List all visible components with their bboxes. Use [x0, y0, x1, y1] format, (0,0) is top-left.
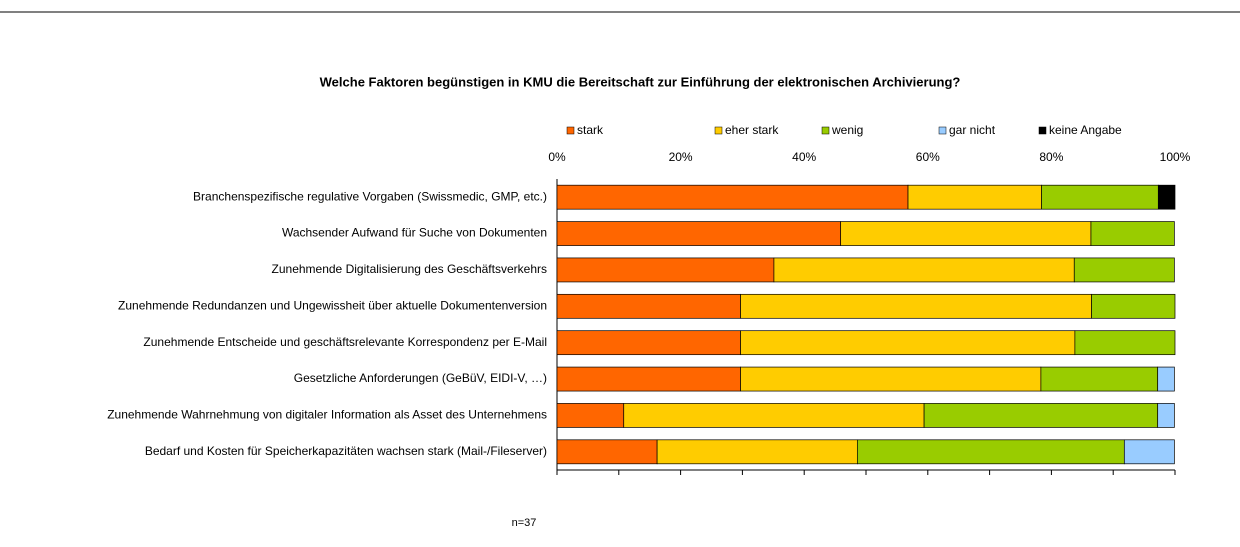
x-tick-label: 40%	[792, 150, 816, 164]
bar-segment	[1091, 293, 1176, 319]
bar-segment	[556, 293, 741, 319]
bar-segment	[856, 439, 1125, 465]
bar-segment	[1157, 403, 1175, 428]
bar-segment	[656, 439, 858, 465]
legend-label: gar nicht	[949, 123, 996, 137]
bar-segment	[773, 257, 1075, 283]
legend-swatch	[1038, 126, 1047, 135]
legend-swatch	[938, 126, 947, 135]
chart-title: Welche Faktoren begünstigen in KMU die B…	[320, 74, 961, 89]
bar-segment	[1157, 366, 1175, 392]
bar-segment	[556, 366, 741, 392]
legend-swatch	[821, 126, 830, 135]
legend-label: stark	[577, 123, 604, 137]
bar-segment	[1123, 439, 1175, 465]
legend-label: eher stark	[725, 123, 779, 137]
legend-swatch	[566, 126, 575, 135]
x-tick-label: 60%	[916, 150, 940, 164]
bar-segment	[1090, 221, 1175, 246]
x-tick-label: 100%	[1160, 150, 1191, 164]
bar-segment	[1074, 330, 1176, 356]
y-tick-label: Gesetzliche Anforderungen (GeBüV, EIDI-V…	[294, 371, 547, 385]
bar-segment	[623, 403, 925, 428]
bar-segment	[740, 293, 1092, 319]
bar-segment	[556, 330, 741, 356]
bar-segment	[740, 330, 1076, 356]
x-tick-label: 0%	[548, 150, 566, 164]
y-tick-label: Branchenspezifische regulative Vorgaben …	[193, 189, 547, 203]
y-tick-label: Zunehmende Wahrnehmung von digitaler Inf…	[107, 408, 547, 422]
legend-label: wenig	[831, 123, 863, 137]
annotation: n=37	[512, 517, 537, 529]
bar-segment	[1040, 366, 1159, 392]
y-tick-label: Zunehmende Digitalisierung des Geschäfts…	[272, 262, 547, 276]
y-tick-label: Zunehmende Redundanzen und Ungewissheit …	[118, 298, 547, 312]
legend-swatch	[714, 126, 723, 135]
bar-segment	[556, 257, 775, 283]
bar-segment	[740, 366, 1042, 392]
x-tick-label: 20%	[669, 150, 693, 164]
y-tick-label: Wachsender Aufwand für Suche von Dokumen…	[282, 226, 547, 240]
bar-segment	[840, 221, 1092, 246]
bar-segment	[1041, 184, 1159, 210]
bar-segment	[1073, 257, 1175, 283]
y-tick-label: Zunehmende Entscheide und geschäftsrelev…	[143, 335, 547, 349]
legend-label: keine Angabe	[1049, 123, 1122, 137]
bar-segment	[923, 403, 1159, 428]
bar-segment	[907, 184, 1042, 210]
bar-segment	[556, 439, 658, 465]
bar-segment	[556, 403, 625, 428]
x-tick-label: 80%	[1039, 150, 1063, 164]
bar-segment	[556, 184, 909, 210]
y-tick-label: Bedarf und Kosten für Speicherkapazitäte…	[145, 444, 547, 458]
bar-segment	[1157, 184, 1176, 210]
bar-segment	[556, 221, 842, 246]
